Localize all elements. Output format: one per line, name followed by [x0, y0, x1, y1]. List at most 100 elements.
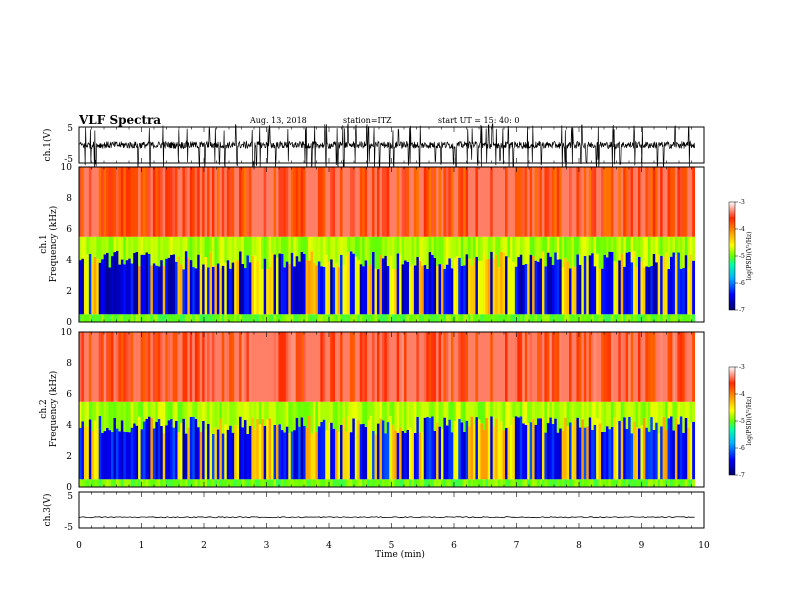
spectrogram-cell — [199, 236, 203, 269]
spectrogram-cell — [497, 432, 501, 480]
spectrogram-cell — [445, 425, 449, 480]
spectrogram-cell — [83, 425, 87, 480]
spectrogram-cell — [450, 432, 454, 480]
spectrogram-cell — [672, 332, 676, 402]
spectrogram-cell — [335, 236, 338, 264]
spectrogram-cell — [340, 479, 343, 487]
spectrogram-cell — [300, 314, 304, 322]
spectrogram-cell — [295, 167, 299, 237]
spectrogram-cell — [571, 236, 575, 266]
spectrogram-cell — [347, 332, 351, 402]
spectrogram-cell — [608, 251, 612, 315]
spectrogram-cell — [512, 236, 516, 262]
spectrogram-cell — [652, 479, 656, 487]
spectrogram-cell — [458, 401, 462, 419]
spectrogram-cell — [101, 432, 105, 480]
spectrogram-cell — [175, 261, 178, 315]
spectrogram-cell — [86, 254, 90, 315]
spectrogram-cell — [670, 167, 673, 237]
spectrogram-cell — [211, 433, 215, 480]
spectrogram-cell — [303, 236, 306, 254]
spectrogram-cell — [243, 420, 247, 480]
spectrogram-cell — [170, 167, 173, 237]
spectrogram-cell — [564, 314, 567, 322]
spectrogram-cell — [660, 314, 664, 322]
spectrogram-cell — [534, 236, 538, 261]
spectrogram-cell — [130, 263, 134, 315]
spectrogram-cell — [628, 479, 631, 487]
spectrogram-cell — [251, 332, 255, 402]
spectrogram-cell — [660, 426, 664, 480]
spectrogram-cell — [143, 236, 146, 255]
spectrogram-cell — [623, 401, 627, 418]
spectrogram-cell — [266, 236, 270, 269]
spectrogram-cell — [310, 314, 314, 322]
spectrogram-cell — [315, 432, 319, 480]
spectrogram-cell — [135, 251, 139, 315]
spectrogram-cell — [564, 479, 567, 487]
spectrogram-cell — [152, 401, 156, 429]
ch1-channel-label: ch.1 — [39, 234, 49, 253]
ch2-frequency-ylabel: Frequency (kHz) — [48, 371, 59, 448]
spectrogram-cell — [413, 167, 417, 237]
spectrogram-cell — [431, 401, 434, 417]
spectrogram-cell — [266, 268, 270, 315]
spectrogram-cell — [662, 256, 666, 315]
spectrogram-cell — [677, 314, 681, 322]
spectrogram-cell — [108, 167, 112, 237]
spectrogram-cell — [202, 479, 205, 487]
spectrogram-cell — [500, 401, 503, 422]
spectrogram-cell — [588, 417, 592, 480]
spectrogram-cell — [86, 236, 90, 255]
spectrogram-cell — [662, 479, 666, 487]
spectrogram-cell — [406, 314, 410, 322]
spectrogram-cell — [527, 479, 531, 487]
frequency-tick-label: 0 — [66, 318, 72, 328]
spectrogram-cell — [261, 269, 265, 315]
spectrogram-cell — [344, 236, 348, 256]
spectrogram-cell — [303, 425, 306, 480]
spectrogram-cell — [465, 401, 469, 421]
spectrogram-cell — [440, 236, 444, 265]
spectrogram-cell — [120, 401, 124, 421]
spectrogram-cell — [81, 258, 85, 315]
spectrogram-cell — [522, 236, 526, 265]
spectrogram-cell — [79, 236, 82, 261]
spectrogram-cell — [325, 236, 329, 255]
spectrogram-cell — [443, 314, 447, 322]
spectrogram-cell — [438, 236, 442, 265]
spectrogram-cell — [362, 423, 366, 480]
spectrogram-cell — [487, 314, 491, 322]
spectrogram-cell — [229, 425, 233, 480]
spectrogram-cell — [317, 479, 321, 487]
spectrogram-cell — [620, 253, 624, 315]
spectrogram-cell — [495, 167, 499, 237]
spectrogram-cell — [138, 167, 141, 237]
spectrogram-cell — [155, 332, 159, 402]
spectrogram-cell — [165, 425, 169, 480]
spectrogram-cell — [359, 236, 363, 265]
spectrogram-cell — [248, 332, 252, 402]
spectrogram-cell — [608, 401, 612, 430]
spectrogram-cell — [224, 236, 228, 263]
spectrogram-cell — [512, 401, 516, 418]
spectrogram-cell — [421, 332, 425, 402]
spectrogram-cell — [603, 401, 607, 432]
spectrogram-cell — [578, 401, 582, 428]
spectrogram-cell — [554, 401, 558, 419]
spectrogram-cell — [332, 267, 336, 315]
spectrogram-cell — [541, 479, 545, 487]
spectrogram-cell — [140, 236, 144, 255]
spectrogram-cell — [157, 332, 161, 402]
spectrogram-cell — [500, 479, 503, 487]
spectrogram-cell — [532, 332, 535, 402]
spectrogram-cell — [450, 332, 454, 402]
spectrogram-cell — [352, 332, 356, 402]
spectrogram-cell — [106, 332, 109, 402]
spectrogram-cell — [539, 401, 543, 419]
spectrogram-cell — [406, 429, 410, 480]
spectrogram-cell — [450, 268, 454, 315]
spectrogram-cell — [170, 479, 173, 487]
spectrogram-cell — [263, 479, 267, 487]
spectrogram-cell — [588, 479, 592, 487]
